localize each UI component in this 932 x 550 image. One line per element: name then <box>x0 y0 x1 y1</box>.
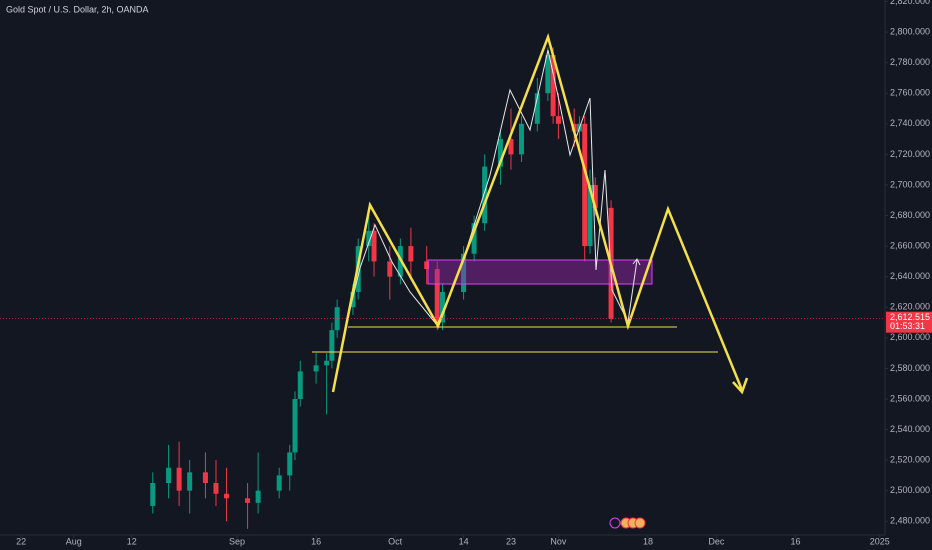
candle-body <box>555 116 561 124</box>
last-price-label: 2,612.515 <box>890 312 930 322</box>
candle-body <box>324 360 330 366</box>
candle-body <box>224 493 230 499</box>
candle-body <box>329 330 335 361</box>
y-tick-label: 2,560.000 <box>890 393 930 403</box>
y-tick-label: 2,780.000 <box>890 57 930 67</box>
candle-body <box>587 184 593 247</box>
candle-body <box>287 452 293 476</box>
candle-body <box>519 123 525 155</box>
candle-body <box>434 269 440 323</box>
candle-body <box>482 166 488 224</box>
y-tick-label: 2,580.000 <box>890 363 930 373</box>
candle-body <box>424 261 430 270</box>
y-tick-label: 2,660.000 <box>890 240 930 250</box>
y-tick-label: 2,740.000 <box>890 118 930 128</box>
x-tick-label: Sep <box>229 536 245 546</box>
candle-body <box>150 483 156 506</box>
x-tick-label: 14 <box>459 536 469 546</box>
candle-body <box>313 365 319 372</box>
candle-body <box>213 483 219 494</box>
y-tick-label: 2,680.000 <box>890 210 930 220</box>
x-tick-label: 2025 <box>870 536 890 546</box>
y-tick-label: 2,700.000 <box>890 179 930 189</box>
countdown-label: 01:53:31 <box>890 321 925 331</box>
candle-body <box>545 55 551 94</box>
x-tick-label: Nov <box>550 536 567 546</box>
x-tick-label: 22 <box>16 536 26 546</box>
candle-body <box>176 467 182 491</box>
y-tick-label: 2,500.000 <box>890 485 930 495</box>
candle-body <box>334 307 340 331</box>
x-tick-label: 16 <box>311 536 321 546</box>
candle-body <box>592 184 598 208</box>
candle-body <box>166 467 172 484</box>
y-tick-label: 2,820.000 <box>890 0 930 6</box>
x-tick-label: Oct <box>388 536 403 546</box>
pattern-arrowhead <box>732 377 749 395</box>
y-tick-label: 2,600.000 <box>890 332 930 342</box>
x-tick-label: 12 <box>127 536 137 546</box>
candle-body <box>408 246 414 262</box>
chart-title: Gold Spot / U.S. Dollar, 2h, OANDA <box>6 4 149 14</box>
pattern-zigzag <box>331 32 744 393</box>
event-icon[interactable] <box>634 517 646 529</box>
candle-body <box>292 398 298 453</box>
candle-body <box>508 139 514 155</box>
projection-arrowhead <box>632 258 641 266</box>
candle-body <box>366 230 372 247</box>
candle-body <box>440 291 445 323</box>
x-tick-label: 16 <box>790 536 800 546</box>
x-tick-label: 23 <box>506 536 516 546</box>
candle-body <box>245 498 251 503</box>
y-tick-label: 2,620.000 <box>890 302 930 312</box>
candle-body <box>497 139 503 167</box>
last-price-box <box>886 311 932 333</box>
candle-body <box>534 93 540 124</box>
candle-body <box>582 123 588 247</box>
y-tick-label: 2,760.000 <box>890 88 930 98</box>
y-tick-label: 2,720.000 <box>890 149 930 159</box>
y-tick-label: 2,520.000 <box>890 454 930 464</box>
x-tick-label: 18 <box>643 536 653 546</box>
candle-body <box>461 253 467 292</box>
projection-arrow <box>627 259 638 323</box>
candle-body <box>187 472 193 491</box>
y-tick-label: 2,540.000 <box>890 424 930 434</box>
candle-body <box>550 55 556 117</box>
candle-body <box>276 475 282 491</box>
candle-body <box>371 230 377 262</box>
event-icon[interactable] <box>609 517 621 529</box>
y-tick-label: 2,480.000 <box>890 516 930 526</box>
candle-body <box>255 490 261 503</box>
y-tick-label: 2,800.000 <box>890 26 930 36</box>
drawings <box>312 32 749 395</box>
candle-body <box>350 291 356 308</box>
x-tick-label: Dec <box>708 536 725 546</box>
event-icons <box>609 517 646 529</box>
candle-body <box>202 472 208 484</box>
y-tick-label: 2,640.000 <box>890 271 930 281</box>
candle-body <box>471 223 477 254</box>
x-tick-label: Aug <box>66 536 82 546</box>
candle-body <box>387 261 393 277</box>
candle-body <box>297 371 303 399</box>
